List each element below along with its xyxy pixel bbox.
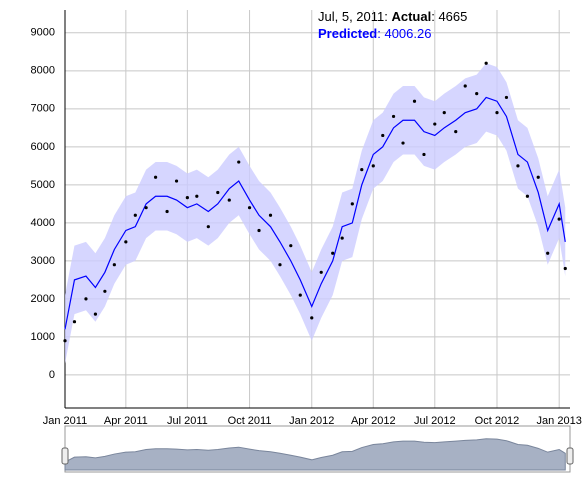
actual-point — [153, 175, 158, 179]
range-handle-left[interactable] — [61, 447, 69, 465]
actual-point — [433, 122, 437, 126]
actual-point — [144, 206, 148, 210]
y-tick-label: 9000 — [31, 27, 55, 39]
x-tick-label: Jan 2011 — [43, 415, 87, 427]
y-tick-label: 2000 — [31, 293, 55, 305]
actual-point — [195, 194, 199, 198]
actual-point — [185, 195, 189, 200]
actual-point — [340, 236, 344, 240]
actual-point — [504, 95, 509, 100]
x-tick-label: Jul 2012 — [414, 415, 456, 427]
x-tick-label: Apr 2011 — [104, 415, 148, 427]
actual-point — [216, 190, 220, 195]
y-tick-label: 1000 — [31, 331, 55, 343]
actual-point — [103, 289, 107, 293]
actual-point — [289, 244, 293, 248]
actual-point — [268, 213, 273, 217]
actual-point — [93, 312, 98, 316]
actual-point — [298, 293, 302, 297]
x-tick-label: Jan 2012 — [289, 415, 334, 427]
actual-point — [563, 266, 567, 271]
y-tick-label: 0 — [49, 369, 55, 381]
actual-point — [484, 61, 488, 65]
legend-line-2: Predicted: 4006.26 — [318, 26, 431, 41]
actual-point — [112, 263, 116, 267]
actual-point — [310, 316, 314, 320]
legend-date: Jul, 5, 2011: — [318, 9, 391, 24]
range-handle-right[interactable] — [566, 447, 574, 465]
actual-point — [278, 263, 282, 267]
actual-point — [525, 194, 530, 198]
y-tick-label: 6000 — [31, 141, 55, 153]
actual-point — [381, 133, 385, 138]
actual-point — [350, 202, 354, 206]
actual-point — [257, 228, 261, 233]
actual-point — [124, 240, 128, 244]
actual-point — [319, 270, 323, 274]
y-tick-label: 5000 — [31, 179, 55, 191]
actual-point — [331, 251, 335, 255]
actual-point — [227, 198, 231, 202]
y-tick-label: 7000 — [31, 103, 55, 115]
actual-point — [237, 160, 241, 164]
actual-point — [63, 339, 67, 343]
actual-point — [360, 168, 364, 172]
actual-point — [495, 111, 499, 115]
predicted-line — [64, 96, 566, 330]
x-tick-label: Oct 2012 — [475, 415, 520, 427]
actual-point — [475, 92, 479, 96]
actual-point — [546, 251, 550, 255]
legend-actual-value: : 4665 — [431, 9, 467, 24]
plot-area: 0 1000 2000 3000 4000 5000 6000 7000 8000 9000 Jan… — [31, 10, 582, 427]
x-tick-label: Apr 2012 — [351, 415, 396, 427]
actual-point — [454, 130, 458, 134]
actual-point — [422, 152, 426, 157]
confidence-band — [65, 63, 566, 364]
legend-predicted-value: : 4006.26 — [377, 26, 431, 41]
actual-point — [247, 206, 252, 210]
y-tick-label: 4000 — [31, 217, 55, 229]
actual-point — [84, 297, 88, 301]
legend-predicted-name: Predicted — [318, 26, 377, 41]
actual-point — [206, 225, 210, 229]
legend-line-1: Jul, 5, 2011: Actual: 4665 — [318, 9, 467, 24]
actual-point — [174, 179, 179, 183]
actual-point — [133, 213, 137, 217]
actual-point — [371, 164, 375, 168]
x-tick-label: Oct 2011 — [228, 415, 272, 427]
actual-point — [442, 111, 446, 115]
actual-point — [463, 84, 467, 88]
actual-point — [412, 99, 417, 103]
range-mini-chart — [64, 438, 566, 471]
y-tick-label: 8000 — [31, 65, 55, 77]
actual-point — [401, 141, 405, 145]
legend-actual-name: Actual — [391, 9, 431, 24]
actual-point — [536, 175, 540, 179]
actual-point — [557, 217, 561, 221]
y-tick-label: 3000 — [31, 255, 55, 267]
actual-point — [165, 209, 169, 214]
actual-point — [516, 164, 520, 168]
x-tick-label: Jul 2011 — [167, 415, 208, 427]
actual-point — [391, 114, 396, 119]
actual-point — [72, 320, 77, 324]
x-tick-label: Jan 2013 — [537, 415, 582, 427]
